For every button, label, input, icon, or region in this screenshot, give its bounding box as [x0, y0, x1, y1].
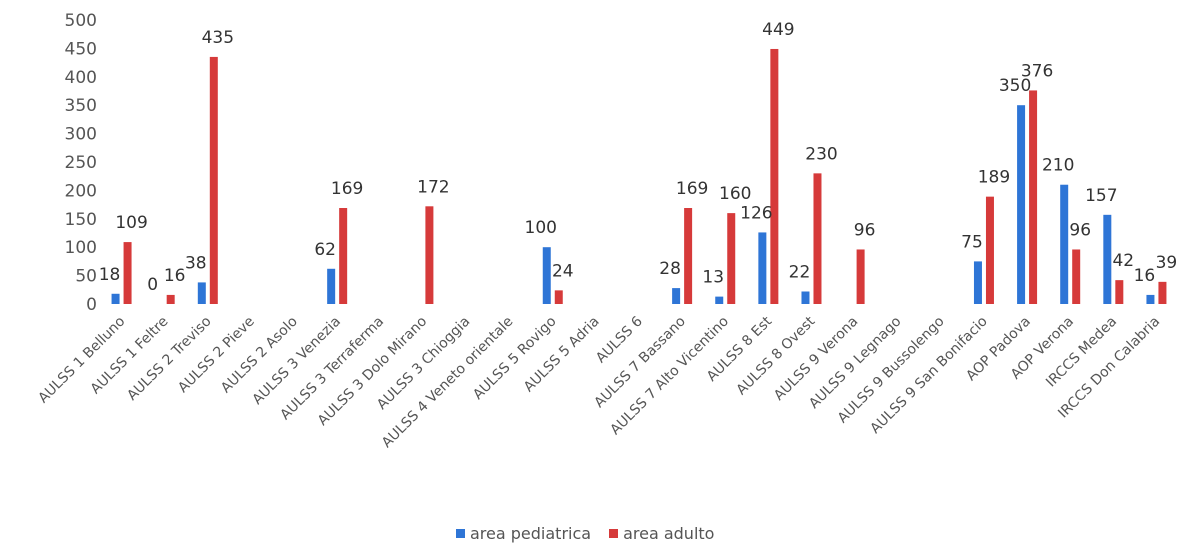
bar-area-pediatrica	[1060, 184, 1069, 304]
bar-area-pediatrica	[1017, 105, 1026, 304]
data-label: 230	[805, 144, 837, 164]
bar-area-adulto	[770, 48, 779, 304]
data-label: 39	[1156, 253, 1178, 273]
legend-item-pediatrica: area pediatrica	[456, 524, 591, 543]
bar-area-adulto	[1115, 280, 1124, 304]
data-label: 42	[1112, 251, 1134, 271]
y-axis: 0 50 100 150 200 250 300 350 400 450 500	[65, 11, 97, 315]
data-label: 13	[702, 268, 724, 288]
data-label: 350	[999, 76, 1031, 96]
legend-label-adulto: area adulto	[623, 524, 715, 543]
data-label: 62	[314, 240, 336, 260]
y-tick-label: 250	[65, 153, 97, 173]
data-label: 189	[978, 168, 1010, 188]
x-tick-label: AULSS 5 Adria	[521, 314, 603, 396]
legend-swatch-adulto	[609, 529, 619, 538]
data-label: 109	[115, 213, 147, 233]
legend-item-adulto: area adulto	[609, 524, 714, 543]
bar-area-adulto	[339, 208, 348, 304]
data-label: 100	[525, 218, 557, 238]
bar-area-adulto	[209, 56, 218, 304]
data-label: 16	[1134, 266, 1156, 286]
bar-area-pediatrica	[1146, 294, 1155, 304]
bar-area-pediatrica	[973, 261, 982, 304]
bar-area-pediatrica	[111, 293, 120, 304]
data-label: 169	[331, 179, 363, 199]
y-tick-label: 300	[65, 125, 97, 145]
legend-label-pediatrica: area pediatrica	[470, 524, 592, 543]
y-tick-label: 0	[86, 295, 97, 315]
bar-area-pediatrica	[542, 247, 551, 304]
y-tick-label: 200	[65, 181, 97, 201]
y-tick-label: 450	[65, 39, 97, 59]
y-tick-label: 400	[65, 68, 97, 88]
bar-area-pediatrica	[758, 232, 767, 304]
data-label: 24	[552, 261, 574, 281]
bar-area-pediatrica	[715, 296, 724, 304]
data-label: 169	[676, 179, 708, 199]
bar-area-pediatrica	[801, 291, 810, 304]
bar-area-adulto	[1158, 281, 1167, 304]
bar-area-adulto	[554, 290, 563, 304]
legend: area pediatrica area adulto	[456, 524, 714, 543]
y-tick-label: 50	[75, 267, 97, 287]
bar-area-adulto	[1072, 249, 1081, 304]
bar-area-adulto	[123, 242, 132, 304]
data-label: 75	[961, 232, 983, 252]
data-label: 96	[854, 220, 876, 240]
y-tick-label: 100	[65, 238, 97, 258]
bar-area-adulto	[727, 213, 736, 304]
x-tick-label: AULSS 1 Feltre	[88, 314, 172, 398]
y-tick-label: 150	[65, 210, 97, 230]
data-label: 0	[147, 275, 158, 295]
data-label: 22	[789, 263, 811, 283]
bars-group	[111, 48, 1167, 304]
data-label: 28	[659, 259, 681, 279]
y-tick-label: 350	[65, 96, 97, 116]
data-label: 376	[1021, 61, 1053, 81]
bar-area-pediatrica	[672, 288, 681, 304]
data-label: 210	[1042, 156, 1074, 176]
bar-area-adulto	[985, 196, 994, 304]
bar-area-adulto	[425, 206, 434, 304]
data-label: 126	[740, 203, 772, 223]
data-label: 38	[185, 253, 207, 273]
data-label: 18	[99, 265, 121, 285]
bar-area-pediatrica	[327, 268, 336, 304]
legend-swatch-pediatrica	[456, 529, 465, 538]
data-label: 449	[762, 20, 794, 40]
data-label: 172	[417, 177, 449, 197]
bar-area-pediatrica	[1103, 214, 1112, 304]
bar-area-adulto	[813, 173, 822, 304]
data-label: 435	[202, 28, 234, 48]
bar-area-adulto	[166, 294, 175, 304]
x-tick-label: AULSS 8 Ovest	[734, 313, 819, 398]
data-label: 96	[1069, 220, 1091, 240]
bar-area-adulto	[1029, 90, 1038, 304]
bar-area-pediatrica	[197, 282, 206, 304]
data-label: 16	[164, 266, 186, 286]
x-tick-label: AULSS 2 Asolo	[218, 314, 301, 397]
bar-area-adulto	[684, 208, 693, 304]
bar-area-adulto	[856, 249, 865, 304]
y-tick-label: 500	[65, 11, 97, 31]
data-label: 160	[719, 184, 751, 204]
x-tick-label: AULSS 2 Pieve	[175, 314, 258, 397]
data-label: 157	[1085, 186, 1117, 206]
